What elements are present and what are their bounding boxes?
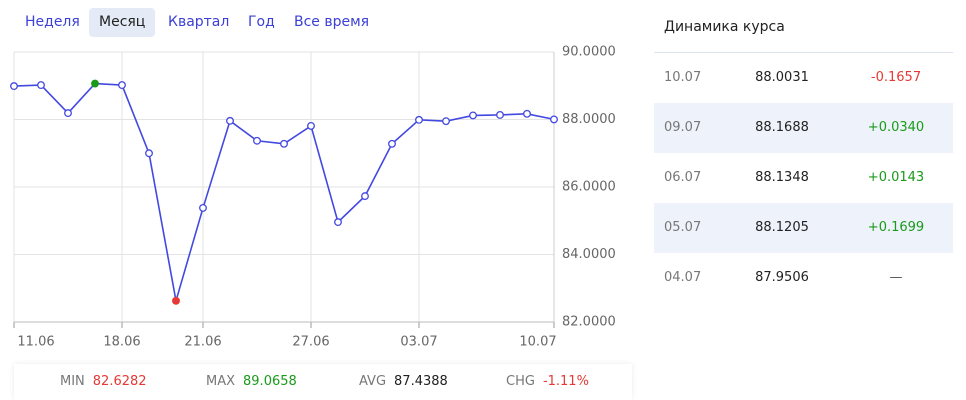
point	[199, 203, 207, 212]
point	[37, 81, 45, 90]
cell: +0.0340	[867, 120, 925, 135]
point	[64, 109, 72, 118]
stat-label: MIN	[60, 374, 85, 389]
tab[interactable]: Год	[248, 14, 275, 30]
point	[523, 109, 531, 118]
point	[334, 218, 342, 227]
x-tick-label: 27.06	[292, 335, 329, 350]
x-tick-label: 18.06	[103, 335, 140, 350]
stat: CHG -1.11%	[506, 374, 589, 389]
point	[361, 192, 369, 201]
point	[550, 115, 558, 124]
point	[280, 139, 288, 148]
cell: 88.1688	[755, 120, 809, 135]
stats-bar: MIN 82.6282 MAX 89.0658 AVG 87.4388 CHG -1.11%	[14, 364, 632, 400]
stat: MIN 82.6282	[60, 374, 147, 389]
point	[442, 117, 450, 126]
cell: 04.07	[664, 270, 702, 285]
tab[interactable]: Неделя	[25, 14, 80, 30]
y-tick-label: 88.0000	[562, 112, 616, 127]
y-tick-label: 90.0000	[562, 45, 616, 60]
stat-value: 89.0658	[243, 374, 297, 389]
x-tick-label: 21.06	[184, 335, 221, 350]
stat-value: -1.11%	[542, 374, 589, 389]
cell: 05.07	[664, 220, 702, 235]
cell: 10.07	[664, 70, 702, 85]
cell: 09.07	[664, 120, 702, 135]
cell: 06.07	[664, 170, 702, 185]
cell: -0.1657	[870, 70, 922, 85]
stat-value: 82.6282	[92, 374, 147, 389]
table-row: 06.07 88.1348 +0.0143	[654, 153, 953, 203]
chart: 82.0000 84.0000 86.0000 88.0000 90.0000 11.06…	[10, 45, 616, 350]
table-row: 09.07 88.1688 +0.0340	[654, 103, 953, 153]
point	[10, 82, 18, 91]
point	[415, 115, 423, 124]
cell: 87.9506	[755, 270, 809, 285]
point	[226, 116, 234, 125]
stat-value: 87.4388	[394, 374, 448, 389]
x-tick-label: 10.07	[519, 335, 556, 350]
point	[469, 111, 477, 120]
table-title: Динамика курса	[654, 0, 953, 53]
point	[172, 296, 180, 305]
cell: 88.1205	[755, 220, 809, 235]
x-tick-label: 11.06	[17, 335, 54, 350]
tab[interactable]: Все время	[294, 14, 370, 30]
table-row: 04.07 87.9506 —	[654, 253, 953, 303]
point	[307, 121, 315, 130]
x-tick-label: 03.07	[400, 335, 437, 350]
tab[interactable]: Квартал	[168, 14, 230, 30]
cell: 88.1348	[755, 170, 809, 185]
y-tick-label: 86.0000	[562, 180, 616, 195]
stat: AVG 87.4388	[359, 374, 448, 389]
tab[interactable]: Месяц	[89, 8, 156, 37]
cell: +0.1699	[867, 220, 925, 235]
point	[253, 136, 261, 145]
cell: —	[889, 270, 903, 285]
table-row: 05.07 88.1205 +0.1699	[654, 203, 953, 253]
y-tick-label: 82.0000	[562, 315, 616, 330]
stat: MAX 89.0658	[206, 374, 297, 389]
point	[118, 81, 126, 90]
point	[388, 139, 396, 148]
y-tick-label: 84.0000	[562, 247, 616, 262]
stat-label: MAX	[206, 374, 236, 389]
point	[496, 111, 504, 119]
cell: 88.0031	[755, 70, 809, 85]
point	[145, 149, 153, 158]
table-row: 10.07 88.0031 -0.1657	[654, 53, 953, 103]
rate-table: Динамика курса 10.07 88.0031 -0.1657 09.07 8…	[654, 0, 953, 303]
cell: +0.0143	[867, 170, 925, 185]
stat-label: AVG	[359, 374, 387, 389]
point	[91, 79, 99, 88]
stat-label: CHG	[506, 374, 535, 389]
